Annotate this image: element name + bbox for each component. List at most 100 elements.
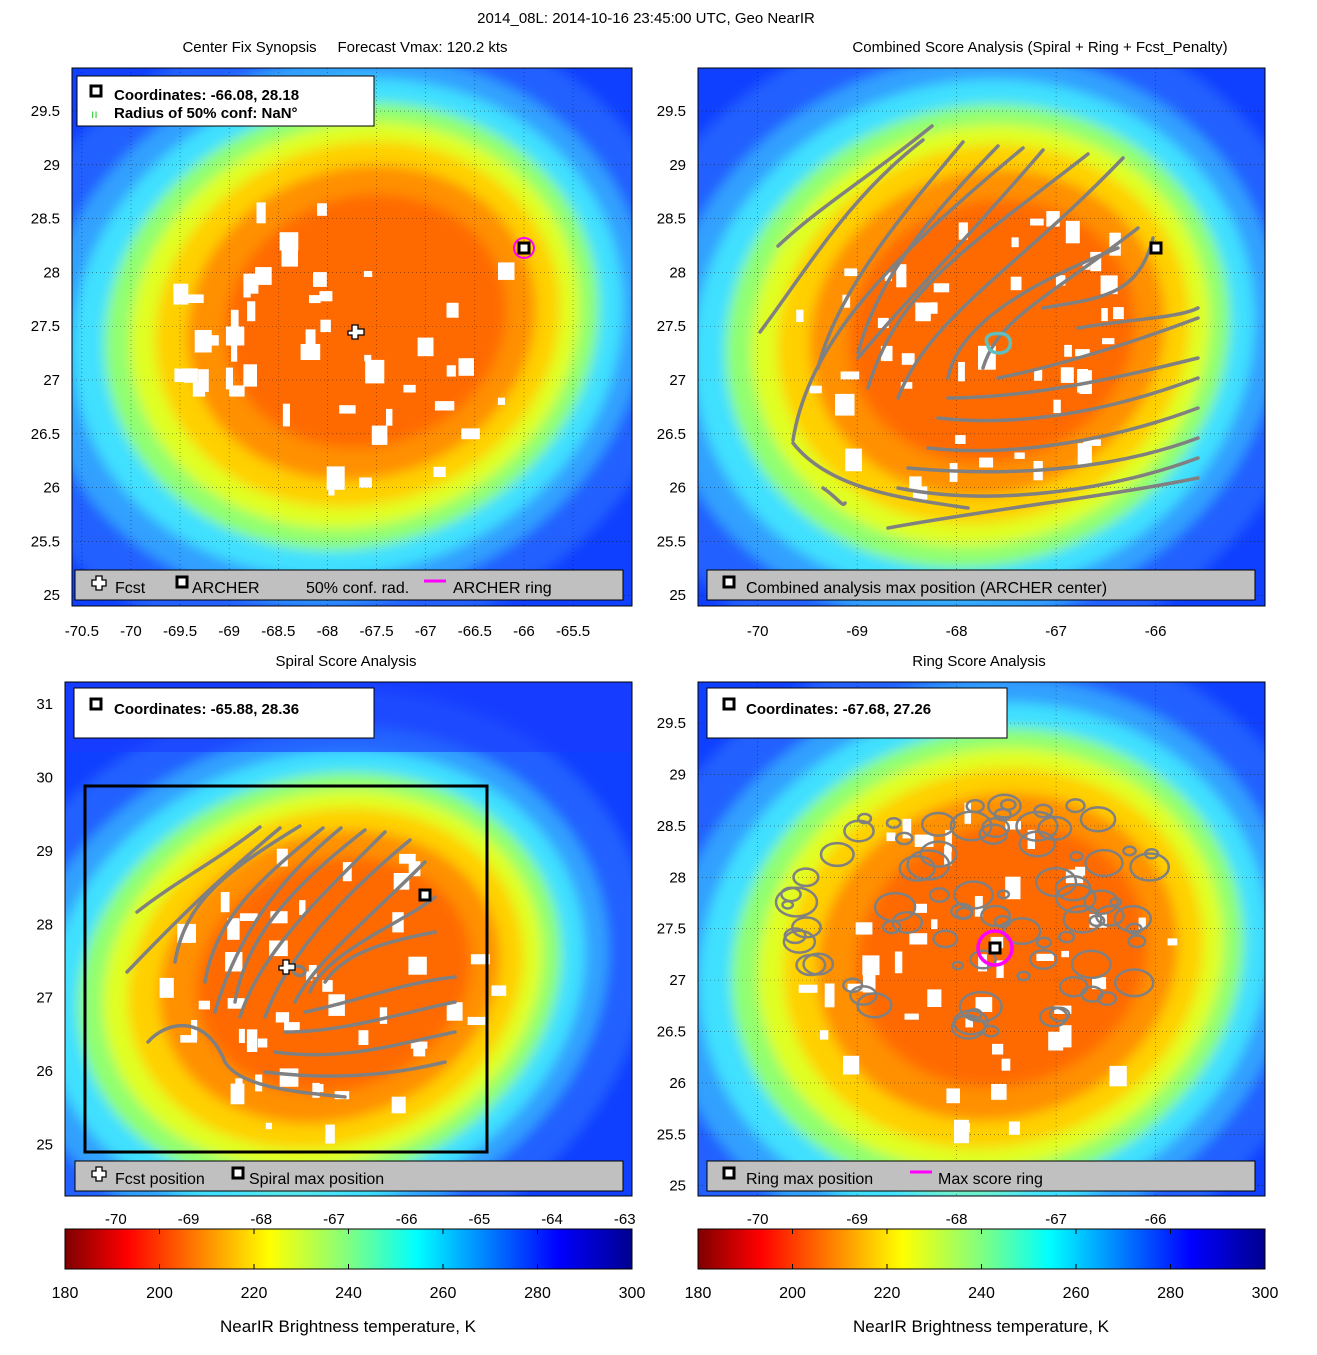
cold-cloud-blob xyxy=(159,977,174,998)
cold-cloud-blob xyxy=(239,913,258,921)
cold-cloud-blob xyxy=(824,983,835,1008)
x-tick-label: -67 xyxy=(323,1211,345,1228)
cold-cloud-blob xyxy=(408,861,421,877)
archer-square-icon xyxy=(231,1166,245,1180)
cold-cloud-blob xyxy=(978,954,987,972)
cold-cloud-blob xyxy=(328,483,335,496)
legend-box: Fcst ARCHER 50% conf. rad. ARCHER ring xyxy=(74,569,624,601)
cold-cloud-blob xyxy=(299,900,306,915)
info-box: Coordinates: -67.68, 27.26 xyxy=(706,687,1008,739)
cold-cloud-blob xyxy=(820,1030,829,1040)
panel-title: Spiral Score Analysis xyxy=(276,653,417,670)
legend-combined-max: Combined analysis max position (ARCHER c… xyxy=(746,580,1107,597)
cold-cloud-blob xyxy=(282,403,290,427)
archer-square-icon xyxy=(722,575,736,589)
cold-cloud-blob xyxy=(256,202,266,224)
cold-cloud-blob xyxy=(1001,1058,1011,1071)
ring-contour xyxy=(1058,975,1089,998)
cold-cloud-blob xyxy=(1036,953,1054,961)
x-tick-label: -65.5 xyxy=(556,623,590,640)
colorbar-tick-label: 240 xyxy=(968,1285,995,1302)
cold-cloud-blob xyxy=(931,919,938,930)
x-tick-label: -67.5 xyxy=(359,623,393,640)
y-tick-label: 25 xyxy=(669,587,686,604)
cold-cloud-blob xyxy=(1010,276,1022,291)
cold-cloud-blob xyxy=(225,326,245,346)
ring-contour xyxy=(958,990,1003,1023)
cold-cloud-blob xyxy=(300,344,321,360)
ring-contour xyxy=(894,831,914,846)
cold-cloud-blob xyxy=(1011,237,1019,248)
ring-contour xyxy=(1143,848,1160,860)
ring-contour xyxy=(999,798,1017,811)
cold-cloud-blob xyxy=(964,802,971,824)
cold-cloud-blob xyxy=(1030,218,1044,226)
cold-cloud-blob xyxy=(1138,917,1146,930)
y-tick-labels: 25 25.5 26 26.5 27 27.5 28 28.5 29 29.5 xyxy=(31,103,60,604)
cold-cloud-blob xyxy=(413,1046,426,1057)
cold-cloud-blob xyxy=(902,818,912,839)
cold-cloud-blob xyxy=(393,873,410,890)
cold-cloud-blob xyxy=(1075,349,1090,357)
x-tick-labels: -70 -69 -68 -67 -66 xyxy=(747,623,1167,640)
y-tick-label: 31 xyxy=(36,696,53,713)
y-tick-label: 28 xyxy=(43,264,60,281)
cold-cloud-blob xyxy=(358,1030,369,1045)
legend-spiral-max: Spiral max position xyxy=(249,1171,384,1188)
archer-square-icon xyxy=(89,84,103,98)
ring-contour xyxy=(1127,934,1147,949)
ring-contour xyxy=(1002,917,1042,946)
cold-cloud-blob xyxy=(446,302,459,318)
ring-contour xyxy=(782,929,817,954)
y-tick-label: 29.5 xyxy=(657,103,686,120)
colorbar-tick-label: 260 xyxy=(430,1285,457,1302)
ring-contour xyxy=(919,840,958,868)
ring-contour xyxy=(891,911,924,934)
x-tick-label: -68 xyxy=(946,623,968,640)
ring-contour xyxy=(1079,806,1117,833)
ring-contour xyxy=(1122,845,1137,857)
ring-contour xyxy=(1129,852,1171,882)
cold-cloud-blob xyxy=(845,448,862,472)
ring-contour xyxy=(849,985,878,1006)
cold-cloud-blob xyxy=(855,922,873,935)
cold-cloud-blob xyxy=(1048,1031,1064,1051)
ring-contour xyxy=(1084,848,1124,878)
ring-contour xyxy=(856,812,873,825)
max-score-ring xyxy=(976,929,1014,967)
y-tick-label: 25 xyxy=(36,1137,53,1154)
cold-cloud-blob xyxy=(312,1082,320,1098)
cold-cloud-blob xyxy=(313,272,327,287)
info-conf-radius: Radius of 50% conf: NaN° xyxy=(114,105,298,122)
y-tick-label: 27 xyxy=(36,990,53,1007)
cold-cloud-blob xyxy=(992,1043,1004,1055)
cold-cloud-blob xyxy=(1034,368,1043,381)
legend-archer-ring: ARCHER ring xyxy=(453,580,552,597)
cold-cloud-blob xyxy=(257,1038,268,1048)
colorbar-label: NearIR Brightness temperature, K xyxy=(853,1317,1110,1336)
ring-contour xyxy=(1069,850,1084,862)
ring-contour xyxy=(1083,889,1119,916)
cold-cloud-blob xyxy=(461,428,480,440)
colorbar-label: NearIR Brightness temperature, K xyxy=(220,1317,477,1336)
x-tick-label: -66 xyxy=(1145,1211,1167,1228)
colorbar-tick-label: 260 xyxy=(1063,1285,1090,1302)
archer-square-icon xyxy=(175,575,189,589)
cold-cloud-blob xyxy=(308,965,317,977)
colorbar-tick-label: 240 xyxy=(335,1285,362,1302)
ring-contour xyxy=(856,992,893,1019)
cold-cloud-blob xyxy=(231,342,238,362)
y-tick-label: 27 xyxy=(43,372,60,389)
ring-contour xyxy=(928,887,951,903)
cold-cloud-blob xyxy=(915,302,931,322)
y-tick-label: 28.5 xyxy=(657,211,686,228)
cold-cloud-blob xyxy=(339,405,356,414)
ring-contour xyxy=(1057,930,1076,944)
cold-cloud-blob xyxy=(491,985,507,996)
cold-cloud-blob xyxy=(255,267,272,285)
cold-cloud-blob xyxy=(1109,1065,1127,1087)
cold-cloud-blob xyxy=(930,302,938,314)
cold-cloud-blob xyxy=(1102,338,1115,345)
x-tick-label: -67 xyxy=(1045,1211,1067,1228)
x-tick-label: -69 xyxy=(178,1211,200,1228)
